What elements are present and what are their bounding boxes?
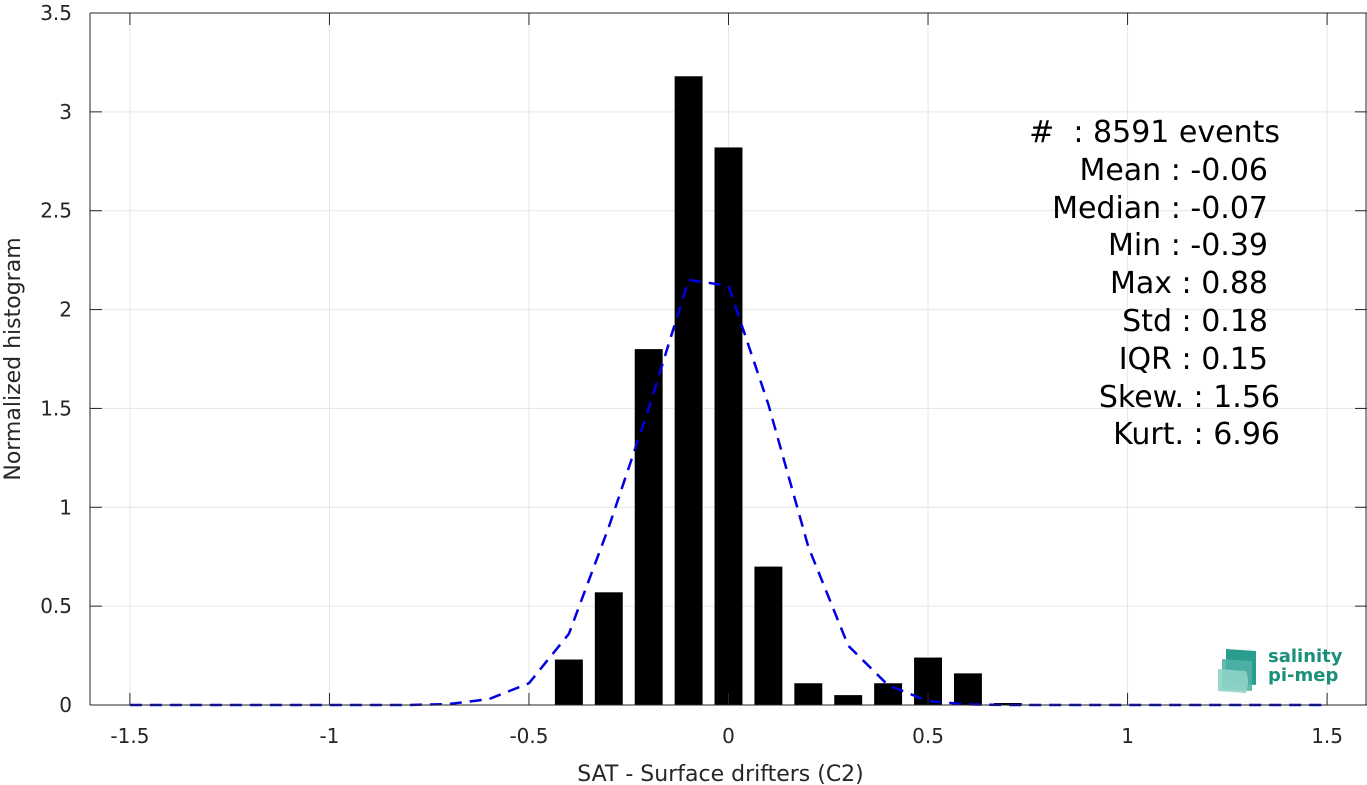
stat-std: Std : 0.18 — [1122, 303, 1268, 339]
x-tick-label-5: 1 — [1121, 724, 1134, 748]
stat-skew: Skew. : 1.56 — [1098, 379, 1280, 415]
histogram-bar-10 — [953, 673, 982, 705]
y-tick-label-2: 1 — [59, 495, 72, 519]
y-tick-label-4: 2 — [59, 298, 72, 322]
stat-median: Median : -0.07 — [1052, 190, 1268, 226]
y-tick-label-6: 3 — [59, 100, 72, 124]
logo-text: salinity pi-mep — [1268, 647, 1343, 685]
stat-iqr: IQR : 0.15 — [1118, 341, 1268, 377]
x-tick-label-3: 0 — [722, 724, 735, 748]
x-tick-label-2: -0.5 — [509, 724, 548, 748]
logo-line-1: salinity — [1268, 646, 1343, 667]
stat-mean: Mean : -0.06 — [1079, 152, 1268, 188]
y-tick-label-1: 0.5 — [40, 594, 72, 618]
stat-min: Min : -0.39 — [1107, 228, 1268, 264]
x-axis-label: SAT - Surface drifters (C2) — [577, 762, 864, 785]
y-axis-label: Normalized histogram — [1, 237, 26, 480]
histogram-bar-3 — [674, 76, 703, 706]
stat-max: Max : 0.88 — [1109, 266, 1268, 302]
x-tick-label-0: -1.5 — [110, 724, 149, 748]
stat-kurt: Kurt. : 6.96 — [1113, 417, 1280, 453]
y-tick-label-3: 1.5 — [40, 396, 72, 420]
salinity-pi-mep-logo: salinity pi-mep — [1216, 645, 1346, 695]
histogram-bar-1 — [594, 592, 623, 705]
histogram-bar-11 — [993, 703, 1022, 705]
statistics-panel: # : 8591 events Mean : -0.06 Median : -0… — [990, 114, 1280, 454]
histogram-bar-5 — [754, 566, 783, 705]
y-tick-label-5: 2.5 — [40, 199, 72, 223]
x-tick-label-4: 0.5 — [912, 724, 944, 748]
histogram-bar-4 — [714, 147, 743, 706]
stat-count: # : 8591 events — [1029, 115, 1280, 150]
x-tick-label-1: -1 — [319, 724, 339, 748]
histogram-bar-0 — [554, 659, 583, 705]
histogram-bar-6 — [794, 683, 823, 705]
histogram-bar-2 — [634, 349, 663, 705]
histogram-bar-8 — [874, 683, 903, 705]
y-tick-label-0: 0 — [59, 693, 72, 717]
x-tick-label-6: 1.5 — [1311, 724, 1343, 748]
logo-wave-icon — [1218, 649, 1256, 693]
y-tick-label-7: 3.5 — [40, 1, 72, 25]
logo-line-2: pi-mep — [1268, 665, 1339, 686]
histogram-bar-7 — [834, 695, 863, 705]
